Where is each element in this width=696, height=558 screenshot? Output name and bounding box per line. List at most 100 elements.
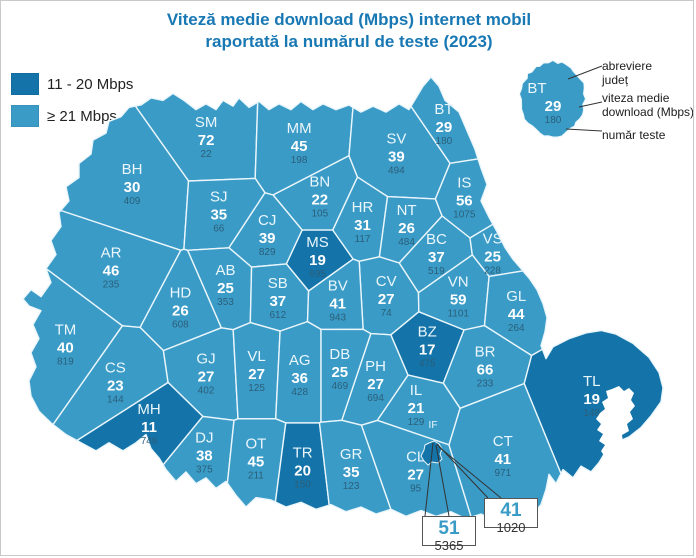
svg-text:29: 29 bbox=[545, 98, 562, 115]
svg-text:72: 72 bbox=[198, 132, 215, 149]
svg-text:HR: HR bbox=[352, 199, 374, 216]
svg-text:SV: SV bbox=[386, 130, 406, 147]
svg-text:612: 612 bbox=[269, 310, 286, 321]
svg-text:BC: BC bbox=[426, 231, 447, 248]
svg-text:27: 27 bbox=[367, 376, 384, 393]
svg-text:CS: CS bbox=[105, 360, 126, 377]
svg-text:CT: CT bbox=[493, 433, 513, 450]
svg-text:MH: MH bbox=[137, 401, 160, 418]
svg-text:74: 74 bbox=[381, 308, 393, 319]
svg-text:233: 233 bbox=[477, 379, 494, 390]
svg-text:37: 37 bbox=[269, 293, 286, 310]
svg-text:SB: SB bbox=[268, 275, 288, 292]
svg-text:TR: TR bbox=[293, 445, 313, 462]
svg-text:DB: DB bbox=[329, 346, 350, 363]
svg-text:IS: IS bbox=[457, 175, 471, 192]
svg-text:144: 144 bbox=[107, 395, 124, 406]
svg-text:BV: BV bbox=[328, 277, 348, 294]
svg-text:VL: VL bbox=[247, 348, 265, 365]
svg-text:21: 21 bbox=[408, 400, 425, 417]
svg-text:494: 494 bbox=[388, 165, 405, 176]
svg-text:27: 27 bbox=[407, 467, 424, 484]
svg-text:45: 45 bbox=[291, 138, 308, 155]
svg-text:AR: AR bbox=[101, 244, 122, 261]
svg-text:180: 180 bbox=[545, 115, 562, 126]
svg-text:829: 829 bbox=[259, 247, 276, 258]
svg-text:GR: GR bbox=[340, 446, 363, 463]
svg-text:SM: SM bbox=[195, 114, 218, 131]
svg-text:17: 17 bbox=[419, 342, 436, 359]
svg-text:BH: BH bbox=[122, 161, 143, 178]
svg-text:469: 469 bbox=[331, 381, 348, 392]
svg-text:BZ: BZ bbox=[418, 324, 437, 341]
svg-text:694: 694 bbox=[367, 393, 384, 404]
svg-text:OT: OT bbox=[245, 436, 266, 453]
svg-text:66: 66 bbox=[213, 224, 225, 235]
svg-text:CV: CV bbox=[376, 273, 397, 290]
svg-text:25: 25 bbox=[484, 248, 501, 265]
svg-text:409: 409 bbox=[124, 196, 141, 207]
svg-text:105: 105 bbox=[311, 209, 328, 220]
svg-text:BN: BN bbox=[309, 174, 330, 191]
svg-text:TL: TL bbox=[583, 373, 601, 390]
svg-text:228: 228 bbox=[484, 265, 501, 276]
svg-text:25: 25 bbox=[217, 280, 234, 297]
svg-text:39: 39 bbox=[388, 148, 405, 165]
svg-text:CJ: CJ bbox=[258, 212, 276, 229]
svg-text:746: 746 bbox=[141, 436, 158, 447]
svg-text:22: 22 bbox=[201, 149, 213, 160]
svg-text:943: 943 bbox=[329, 312, 346, 323]
svg-text:819: 819 bbox=[57, 357, 74, 368]
svg-text:695: 695 bbox=[309, 269, 326, 280]
svg-text:25: 25 bbox=[331, 364, 348, 381]
svg-text:971: 971 bbox=[494, 468, 511, 479]
svg-text:198: 198 bbox=[291, 155, 308, 166]
svg-text:1075: 1075 bbox=[453, 210, 476, 221]
svg-text:MM: MM bbox=[287, 120, 312, 137]
svg-text:HD: HD bbox=[170, 284, 192, 301]
svg-text:375: 375 bbox=[196, 465, 213, 476]
svg-text:26: 26 bbox=[172, 302, 189, 319]
svg-text:PH: PH bbox=[365, 358, 386, 375]
svg-text:1101: 1101 bbox=[447, 308, 469, 319]
svg-text:39: 39 bbox=[259, 230, 276, 247]
svg-text:NT: NT bbox=[397, 202, 417, 219]
svg-text:117: 117 bbox=[355, 234, 371, 245]
svg-text:38: 38 bbox=[196, 448, 213, 465]
svg-text:41: 41 bbox=[494, 451, 511, 468]
svg-text:56: 56 bbox=[456, 193, 473, 210]
svg-text:125: 125 bbox=[248, 383, 265, 394]
svg-text:27: 27 bbox=[248, 366, 265, 383]
svg-text:35: 35 bbox=[210, 207, 227, 224]
svg-text:22: 22 bbox=[311, 192, 328, 209]
svg-text:VN: VN bbox=[448, 273, 469, 290]
svg-text:37: 37 bbox=[428, 249, 445, 266]
svg-text:20: 20 bbox=[294, 463, 311, 480]
svg-text:AB: AB bbox=[215, 262, 235, 279]
svg-text:11: 11 bbox=[141, 419, 157, 436]
svg-text:GJ: GJ bbox=[196, 351, 215, 368]
svg-text:IL: IL bbox=[410, 382, 423, 399]
svg-text:35: 35 bbox=[343, 464, 360, 481]
svg-text:MS: MS bbox=[306, 234, 329, 251]
svg-text:30: 30 bbox=[124, 179, 141, 196]
svg-text:46: 46 bbox=[103, 262, 120, 279]
svg-text:19: 19 bbox=[583, 391, 600, 408]
svg-text:23: 23 bbox=[107, 378, 124, 395]
svg-text:BT: BT bbox=[434, 101, 453, 118]
svg-text:41: 41 bbox=[329, 295, 346, 312]
svg-text:180: 180 bbox=[436, 136, 453, 147]
svg-text:DJ: DJ bbox=[195, 430, 213, 447]
svg-text:59: 59 bbox=[450, 291, 467, 308]
svg-text:402: 402 bbox=[198, 386, 215, 397]
svg-text:235: 235 bbox=[103, 279, 120, 290]
svg-text:IF: IF bbox=[429, 420, 438, 431]
svg-text:36: 36 bbox=[291, 370, 308, 387]
svg-text:AG: AG bbox=[289, 352, 311, 369]
svg-text:29: 29 bbox=[436, 119, 453, 136]
svg-text:66: 66 bbox=[477, 362, 494, 379]
svg-text:353: 353 bbox=[217, 297, 234, 308]
svg-text:19: 19 bbox=[309, 252, 326, 269]
svg-text:VS: VS bbox=[483, 230, 503, 247]
svg-text:GL: GL bbox=[506, 288, 526, 305]
